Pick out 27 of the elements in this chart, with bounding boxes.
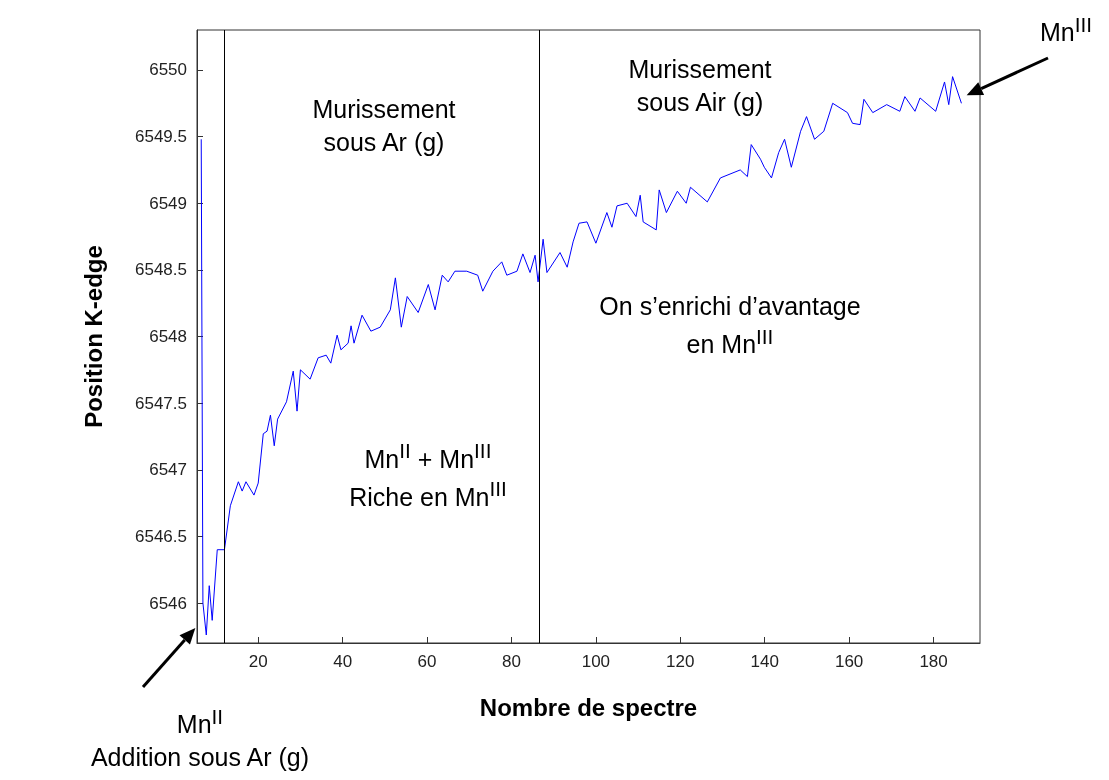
- y-tick-label: 6550: [149, 60, 187, 80]
- y-tick-label: 6546.5: [135, 526, 187, 546]
- x-tick-label: 40: [333, 652, 353, 671]
- x-tick-label: 80: [502, 652, 521, 671]
- x-tick-label: 180: [919, 652, 948, 671]
- annotation: Murissement sous Ar (g): [312, 93, 456, 158]
- text: Mn$^{II}$ Addition sous Ar (g): [90, 703, 310, 773]
- x-tick-label: 120: [666, 652, 695, 671]
- annotation: Murissement sous Air (g): [628, 53, 772, 118]
- y-tick-label: 6547: [149, 460, 187, 480]
- annotation: Mn$^{II}$ + Mn$^{III}$ Riche en Mn$^{III}$: [349, 438, 507, 513]
- y-tick-label: 6549: [149, 193, 187, 213]
- x-tick-label: 140: [750, 652, 779, 671]
- annotation: On s’enrichi d’avantage en Mn$^{III}$: [599, 290, 861, 360]
- line-series: [200, 76, 962, 636]
- x-tick-label: 20: [248, 652, 268, 671]
- x-tick-label: 160: [834, 652, 864, 671]
- x-tick-label: 100: [581, 652, 611, 671]
- x-axis-title: Nombre de spectre: [479, 693, 698, 721]
- y-tick-label: 6546: [149, 593, 187, 613]
- x-tick-label: 60: [417, 652, 437, 671]
- y-tick-label: 6549.5: [135, 127, 187, 147]
- y-tick-label: 6547.5: [135, 393, 187, 413]
- y-tick-label: 6548: [149, 327, 187, 346]
- text: Mn$^{III}$: [1039, 12, 1093, 49]
- y-axis-title: Position K-edge: [79, 245, 107, 428]
- y-tick-label: 6548.5: [135, 260, 187, 280]
